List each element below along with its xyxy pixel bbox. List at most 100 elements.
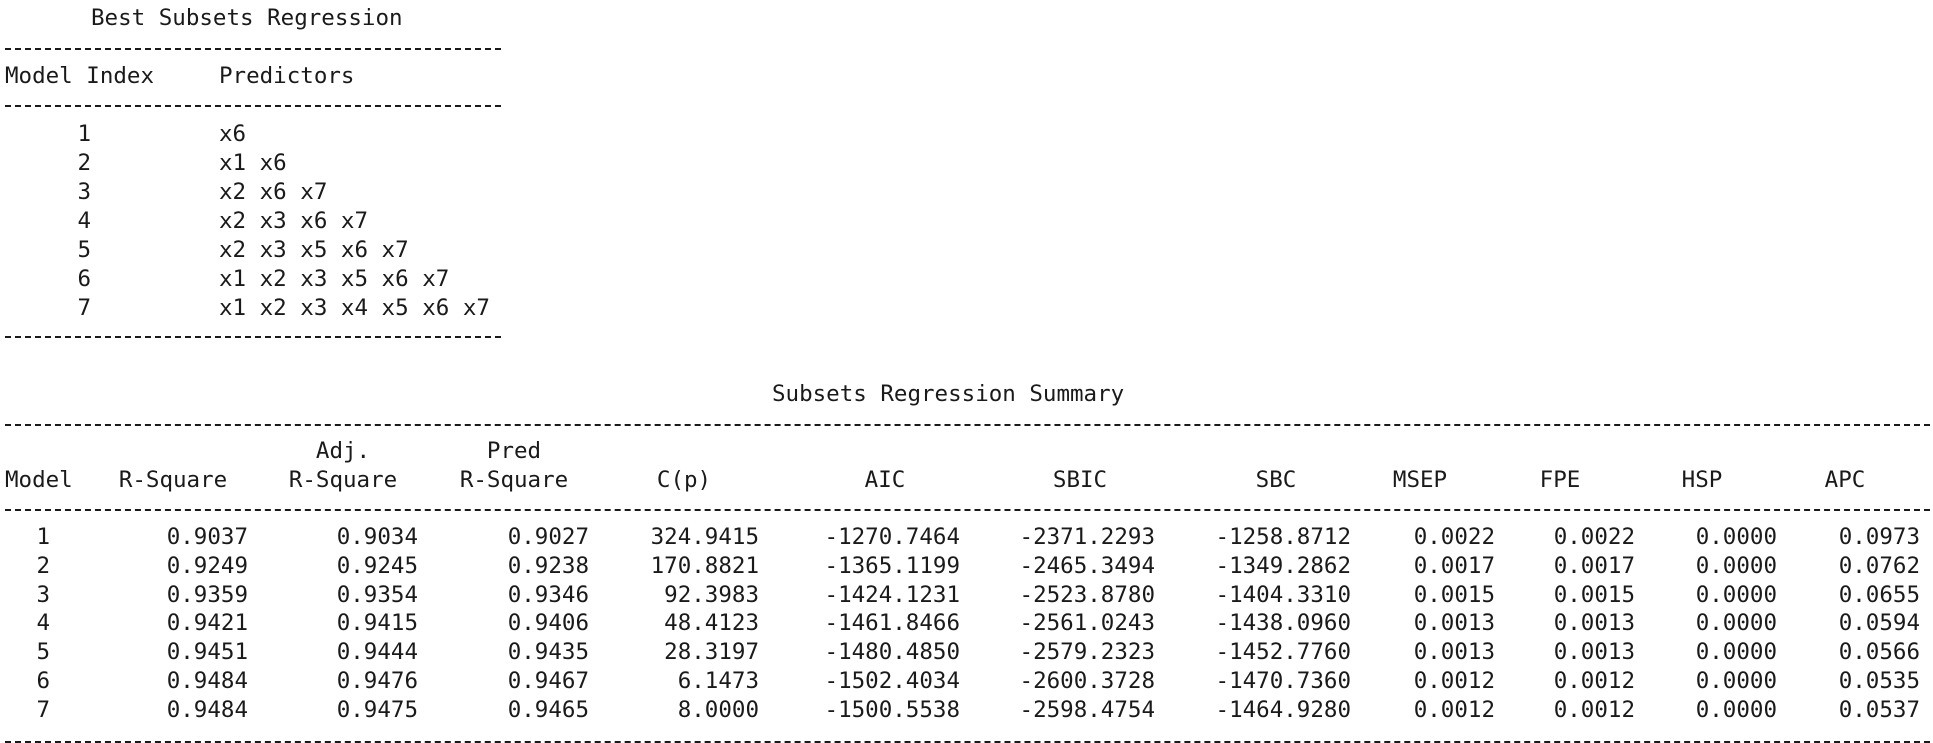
divider	[5, 336, 501, 338]
fpe-cell: 0.0017	[1553, 552, 1635, 579]
header-predictors: Predictors	[219, 63, 355, 89]
cp-cell: 324.9415	[650, 524, 759, 550]
hsp-cell: 0.0000	[1695, 552, 1777, 579]
hsp-cell: 0.0000	[1695, 610, 1777, 637]
apc-cell: 0.0762	[1838, 552, 1920, 579]
sbc-cell: -1452.7760	[1215, 639, 1351, 666]
model-cell: 1	[36, 524, 50, 550]
pred-r-square-cell: 0.9406	[507, 610, 589, 637]
sbc-cell: -1438.0960	[1215, 610, 1351, 637]
fpe-cell: 0.0013	[1553, 610, 1635, 637]
sbic-cell: -2600.3728	[1019, 668, 1155, 694]
apc-cell: 0.0973	[1838, 524, 1920, 550]
r-square-cell: 0.9484	[166, 696, 248, 723]
model-index-cell: 3	[77, 179, 91, 205]
cp-cell: 8.0000	[677, 696, 759, 723]
header-pred-r-square: R-Square	[459, 467, 569, 493]
header-r-square: R-Square	[118, 467, 228, 493]
aic-cell: -1461.8466	[824, 610, 960, 637]
header-sbic: SBIC	[1052, 467, 1108, 493]
predictors-cell: x2 x3 x6 x7	[219, 208, 369, 234]
sbic-cell: -2465.3494	[1019, 552, 1155, 579]
sbc-cell: -1464.9280	[1215, 696, 1351, 723]
header-adj-r-square: R-Square	[288, 467, 398, 493]
apc-cell: 0.0594	[1838, 610, 1920, 637]
r-square-cell: 0.9484	[166, 668, 248, 694]
msep-cell: 0.0015	[1413, 581, 1495, 608]
model-cell: 6	[36, 668, 50, 694]
table-row: 3 0.9359 0.9354 0.9346 92.3983 -1424.1231 -252…	[5, 581, 1930, 610]
cp-cell: 6.1473	[677, 668, 759, 694]
summary-header: Model R-Square R-Square R-Square C(p) AIC SBIC…	[5, 466, 1930, 495]
header-fpe: FPE	[1539, 467, 1581, 493]
predictors-cell: x1 x2 x3 x5 x6 x7	[219, 266, 450, 292]
cp-cell: 48.4123	[664, 610, 759, 637]
aic-cell: -1270.7464	[824, 524, 960, 550]
header-aic: AIC	[864, 467, 906, 493]
hsp-cell: 0.0000	[1695, 639, 1777, 666]
header-pred-r-square-top: Pred	[486, 438, 542, 464]
aic-cell: -1500.5538	[824, 696, 960, 723]
fpe-cell: 0.0012	[1553, 668, 1635, 694]
model-index-cell: 5	[77, 237, 91, 263]
model-cell: 7	[36, 696, 50, 723]
pred-r-square-cell: 0.9435	[507, 639, 589, 666]
summary-header-top: Adj. Pred	[5, 437, 1930, 466]
pred-r-square-cell: 0.9465	[507, 696, 589, 723]
predictors-cell: x1 x6	[219, 150, 287, 176]
sbic-cell: -2561.0243	[1019, 610, 1155, 637]
msep-cell: 0.0017	[1413, 552, 1495, 579]
msep-cell: 0.0012	[1413, 668, 1495, 694]
aic-cell: -1424.1231	[824, 581, 960, 608]
divider	[5, 105, 501, 107]
sbc-cell: -1258.8712	[1215, 524, 1351, 550]
header-msep: MSEP	[1392, 467, 1448, 493]
table-row: 6 0.9484 0.9476 0.9467 6.1473 -1502.4034 -2600…	[5, 667, 1930, 696]
sbic-cell: -2579.2323	[1019, 639, 1155, 666]
msep-cell: 0.0013	[1413, 610, 1495, 637]
adj-r-square-cell: 0.9476	[336, 668, 418, 694]
header-model-index: Model Index	[5, 63, 155, 89]
table-row: 4 0.9421 0.9415 0.9406 48.4123 -1461.8466 -256…	[5, 609, 1930, 638]
r-square-cell: 0.9249	[166, 552, 248, 579]
apc-cell: 0.0537	[1838, 696, 1920, 723]
model-index-cell: 7	[77, 295, 91, 321]
header-hsp: HSP	[1681, 467, 1723, 493]
fpe-cell: 0.0015	[1553, 581, 1635, 608]
table-row: 6 x1 x2 x3 x5 x6 x7	[5, 265, 501, 294]
model-cell: 2	[36, 552, 50, 579]
hsp-cell: 0.0000	[1695, 668, 1777, 694]
sbic-cell: -2371.2293	[1019, 524, 1155, 550]
adj-r-square-cell: 0.9475	[336, 696, 418, 723]
adj-r-square-cell: 0.9444	[336, 639, 418, 666]
divider	[5, 509, 1930, 511]
best-subsets-title: Best Subsets Regression	[5, 4, 403, 33]
model-index-cell: 6	[77, 266, 91, 292]
summary-title: Subsets Regression Summary	[5, 380, 1930, 409]
r-square-cell: 0.9421	[166, 610, 248, 637]
sbic-cell: -2523.8780	[1019, 581, 1155, 608]
r-square-cell: 0.9359	[166, 581, 248, 608]
adj-r-square-cell: 0.9245	[336, 552, 418, 579]
apc-cell: 0.0655	[1838, 581, 1920, 608]
model-index-cell: 2	[77, 150, 91, 176]
table-row: 5 0.9451 0.9444 0.9435 28.3197 -1480.4850 -257…	[5, 638, 1930, 667]
sbc-cell: -1404.3310	[1215, 581, 1351, 608]
pred-r-square-cell: 0.9238	[507, 552, 589, 579]
predictors-cell: x1 x2 x3 x4 x5 x6 x7	[219, 295, 490, 321]
hsp-cell: 0.0000	[1695, 696, 1777, 723]
model-cell: 5	[36, 639, 50, 666]
model-cell: 3	[36, 581, 50, 608]
aic-cell: -1365.1199	[824, 552, 960, 579]
adj-r-square-cell: 0.9354	[336, 581, 418, 608]
header-adj-r-square-top: Adj.	[315, 438, 371, 464]
msep-cell: 0.0012	[1413, 696, 1495, 723]
pred-r-square-cell: 0.9467	[507, 668, 589, 694]
table-row: 4 x2 x3 x6 x7	[5, 207, 501, 236]
sbic-cell: -2598.4754	[1019, 696, 1155, 723]
summary-title-text: Subsets Regression Summary	[772, 381, 1125, 407]
model-index-cell: 4	[77, 208, 91, 234]
cp-cell: 92.3983	[664, 581, 759, 608]
apc-cell: 0.0535	[1838, 668, 1920, 694]
hsp-cell: 0.0000	[1695, 581, 1777, 608]
